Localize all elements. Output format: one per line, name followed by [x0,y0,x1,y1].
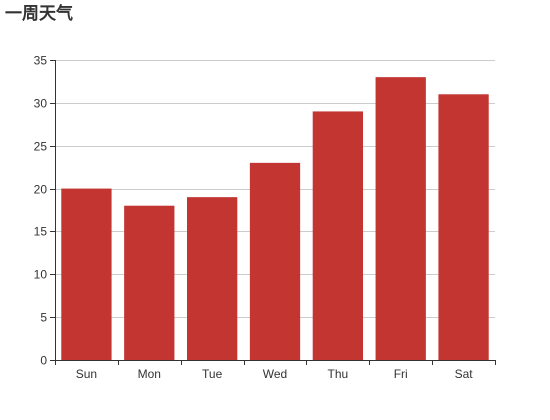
chart-title: 一周天气 [5,4,73,24]
y-tick-label: 0 [40,354,47,368]
y-tick-label: 5 [40,311,47,325]
bar-thu [312,111,363,360]
y-tick-label: 20 [34,183,48,197]
y-tick-label: 35 [34,54,48,68]
y-tick-label: 30 [34,97,48,111]
bars [61,77,489,361]
bar-tue [187,197,238,360]
x-tick-label-wed: Wed [263,367,287,381]
x-tick-label-tue: Tue [202,367,223,381]
x-tick-label-fri: Fri [394,367,408,381]
bar-wed [249,162,301,360]
bar-sun [61,188,112,360]
bar-fri [375,77,426,361]
y-tick-label: 25 [34,140,48,154]
x-tick-label-sat: Sat [455,367,474,381]
x-tick-label-sun: Sun [76,367,97,381]
x-tick-label-mon: Mon [138,367,161,381]
x-tick-label-thu: Thu [328,367,349,381]
y-tick-label: 15 [34,225,48,239]
bar-sat [438,94,489,361]
axes [50,60,496,365]
y-tick-label: 10 [34,268,48,282]
tick-labels: 0 5 10 15 20 25 30 35 Sun Mon Tue Wed Thu Fri Sat [34,54,474,382]
bar-mon [124,205,175,360]
